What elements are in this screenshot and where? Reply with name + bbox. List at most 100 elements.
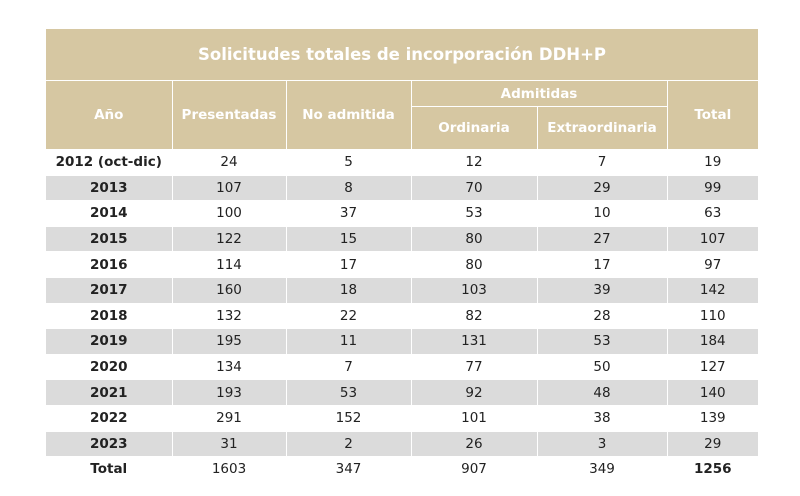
total-cell: 142 — [666, 276, 759, 304]
year-cell: 2019 — [46, 328, 173, 355]
column-header-presented: Presentadas — [171, 80, 287, 150]
ordinary-cell: 53 — [410, 200, 538, 227]
table-row: 2019 195 11 131 53 184 — [46, 328, 759, 355]
extraordinary-cell: 50 — [536, 353, 668, 381]
totals-row: Total 1603 347 907 349 1256 — [46, 456, 759, 483]
year-cell: 2015 — [46, 225, 173, 253]
not-admitted-cell: 18 — [285, 276, 412, 304]
presented-cell: 160 — [171, 276, 287, 304]
table-row: 2021 193 53 92 48 140 — [46, 379, 759, 406]
extraordinary-cell: 3 — [536, 430, 668, 458]
extraordinary-cell: 7 — [536, 149, 668, 176]
not-admitted-cell: 15 — [285, 225, 412, 253]
table-row: 2020 134 7 77 50 127 — [46, 353, 759, 381]
year-cell: 2020 — [46, 353, 173, 381]
year-cell: 2017 — [46, 276, 173, 304]
year-cell: 2022 — [46, 404, 173, 432]
ordinary-cell: 12 — [410, 149, 538, 176]
not-admitted-cell: 5 — [285, 149, 412, 176]
total-cell: 63 — [666, 200, 759, 227]
presented-cell: 24 — [171, 149, 287, 176]
extraordinary-cell: 48 — [536, 379, 668, 406]
year-cell: 2016 — [46, 251, 173, 278]
year-cell: 2021 — [46, 379, 173, 406]
table-row: 2017 160 18 103 39 142 — [46, 276, 759, 304]
presented-cell: 114 — [171, 251, 287, 278]
not-admitted-cell: 22 — [285, 302, 412, 330]
table-row: 2022 291 152 101 38 139 — [46, 404, 759, 432]
totals-label: Total — [46, 456, 173, 483]
extraordinary-total: 349 — [536, 456, 668, 483]
not-admitted-cell: 8 — [285, 174, 412, 202]
presented-cell: 132 — [171, 302, 287, 330]
presented-cell: 100 — [171, 200, 287, 227]
extraordinary-cell: 27 — [536, 225, 668, 253]
year-cell: 2023 — [46, 430, 173, 458]
year-cell: 2018 — [46, 302, 173, 330]
ordinary-cell: 26 — [410, 430, 538, 458]
presented-cell: 31 — [171, 430, 287, 458]
table-row: 2013 107 8 70 29 99 — [46, 174, 759, 202]
total-cell: 139 — [666, 404, 759, 432]
year-cell: 2014 — [46, 200, 173, 227]
table-row: 2015 122 15 80 27 107 — [46, 225, 759, 253]
total-cell: 107 — [666, 225, 759, 253]
not-admitted-cell: 17 — [285, 251, 412, 278]
not-admitted-cell: 37 — [285, 200, 412, 227]
ordinary-cell: 131 — [410, 328, 538, 355]
total-cell: 97 — [666, 251, 759, 278]
table-row: 2012 (oct-dic) 24 5 12 7 19 — [46, 149, 759, 176]
presented-cell: 291 — [171, 404, 287, 432]
not-admitted-cell: 7 — [285, 353, 412, 381]
ordinary-cell: 80 — [410, 251, 538, 278]
not-admitted-cell: 152 — [285, 404, 412, 432]
total-cell: 140 — [666, 379, 759, 406]
extraordinary-cell: 39 — [536, 276, 668, 304]
table-row: 2018 132 22 82 28 110 — [46, 302, 759, 330]
column-header-ordinary: Ordinaria — [410, 106, 538, 150]
total-cell: 29 — [666, 430, 759, 458]
ordinary-cell: 80 — [410, 225, 538, 253]
presented-cell: 195 — [171, 328, 287, 355]
extraordinary-cell: 28 — [536, 302, 668, 330]
table-title: Solicitudes totales de incorporación DDH… — [46, 29, 759, 81]
column-header-total: Total — [666, 80, 759, 150]
not-admitted-total: 347 — [285, 456, 412, 483]
extraordinary-cell: 38 — [536, 404, 668, 432]
table-header: Solicitudes totales de incorporación DDH… — [46, 29, 759, 150]
total-cell: 99 — [666, 174, 759, 202]
ordinary-cell: 101 — [410, 404, 538, 432]
total-cell: 127 — [666, 353, 759, 381]
extraordinary-cell: 29 — [536, 174, 668, 202]
table-row: 2014 100 37 53 10 63 — [46, 200, 759, 227]
requests-table: Solicitudes totales de incorporación DDH… — [46, 29, 759, 483]
total-cell: 184 — [666, 328, 759, 355]
column-header-extraordinary: Extraordinaria — [536, 106, 668, 150]
year-cell: 2012 (oct-dic) — [46, 149, 173, 176]
column-header-admitted: Admitidas — [410, 80, 668, 107]
presented-cell: 134 — [171, 353, 287, 381]
ordinary-cell: 82 — [410, 302, 538, 330]
table-row: 2016 114 17 80 17 97 — [46, 251, 759, 278]
ordinary-cell: 70 — [410, 174, 538, 202]
table-row: 2023 31 2 26 3 29 — [46, 430, 759, 458]
grand-total: 1256 — [666, 456, 759, 483]
extraordinary-cell: 10 — [536, 200, 668, 227]
column-header-year: Año — [46, 80, 173, 150]
presented-cell: 122 — [171, 225, 287, 253]
presented-cell: 107 — [171, 174, 287, 202]
ordinary-cell: 77 — [410, 353, 538, 381]
not-admitted-cell: 2 — [285, 430, 412, 458]
extraordinary-cell: 17 — [536, 251, 668, 278]
ordinary-cell: 92 — [410, 379, 538, 406]
ordinary-total: 907 — [410, 456, 538, 483]
table-body: 2012 (oct-dic) 24 5 12 7 19 2013 107 8 7… — [46, 149, 759, 483]
presented-cell: 193 — [171, 379, 287, 406]
column-header-not-admitted: No admitida — [285, 80, 412, 150]
presented-total: 1603 — [171, 456, 287, 483]
extraordinary-cell: 53 — [536, 328, 668, 355]
year-cell: 2013 — [46, 174, 173, 202]
requests-table-container: Solicitudes totales de incorporación DDH… — [46, 29, 759, 483]
not-admitted-cell: 11 — [285, 328, 412, 355]
total-cell: 19 — [666, 149, 759, 176]
